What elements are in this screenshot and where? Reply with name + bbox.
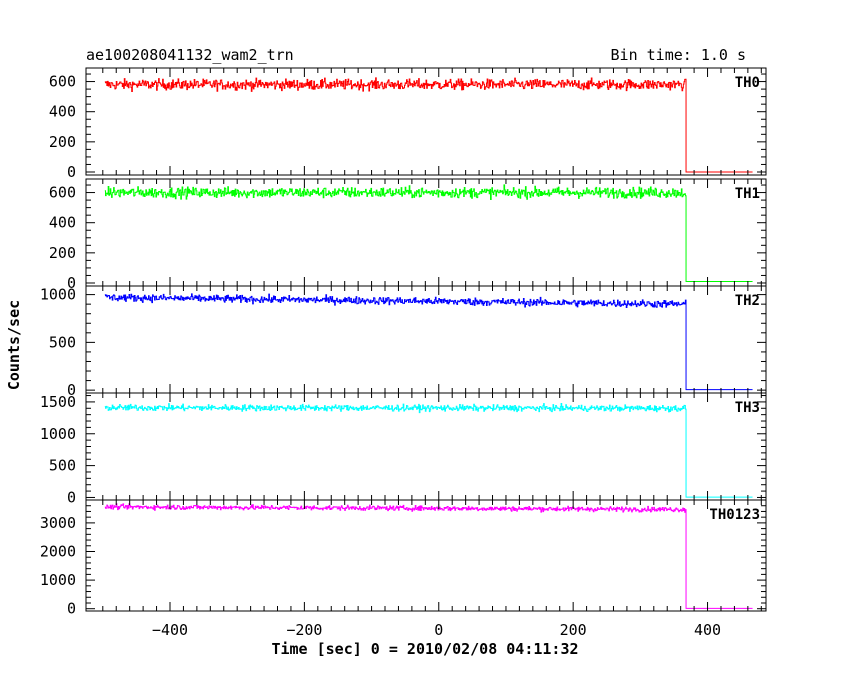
panel-label-th2: TH2 [735,293,760,309]
y-tick-label: 0 [67,163,76,181]
x-tick-label: 400 [694,621,721,639]
panel-th3: 0 500 1000 1500 TH3 [40,392,767,506]
series-line-th0 [104,77,753,173]
y-tick-label: 2000 [40,542,76,560]
y-tick-label: 200 [49,244,76,262]
y-tick-label: 500 [49,457,76,475]
panel-frame [85,67,767,176]
x-tick-label: −400 [152,621,188,639]
y-tick-label: 1000 [40,425,76,443]
series-line-th3 [104,403,753,498]
panel-label-th1: TH1 [735,186,760,202]
y-tick-label: 1000 [40,286,76,304]
y-tick-label: 600 [49,73,76,91]
panel-label-th0: TH0 [735,75,760,91]
x-tick-labels: −400 −200 0 200 400 [152,621,721,639]
x-tick-label: −200 [286,621,322,639]
panel-th0123: 0 1000 2000 3000 TH0123 [40,499,767,618]
panels-group: 0 200 400 600 TH0 0 200 400 600 TH1 0 500 1000 TH2 0 50… [40,67,767,618]
y-tick-label: 600 [49,184,76,202]
series-line-th2 [104,293,753,391]
y-tick-label: 500 [49,333,76,351]
bin-time-label: Bin time: 1.0 s [611,46,746,64]
y-tick-label: 0 [67,274,76,292]
chart-title: ae100208041132_wam2_trn [86,46,294,64]
y-tick-label: 1000 [40,571,76,589]
panel-th2: 0 500 1000 TH2 [40,285,767,399]
panel-th0: 0 200 400 600 TH0 [49,67,767,181]
y-tick-label: 0 [67,381,76,399]
x-axis-label: Time [sec] 0 = 2010/02/08 04:11:32 [271,640,578,658]
panel-th1: 0 200 400 600 TH1 [49,178,767,292]
y-axis-label: Counts/sec [5,300,23,390]
y-tick-label: 400 [49,103,76,121]
y-tick-label: 1500 [40,393,76,411]
y-tick-label: 0 [67,600,76,618]
panel-label-th0123: TH0123 [709,507,760,523]
series-line-th0123 [104,503,753,609]
y-tick-label: 400 [49,214,76,232]
x-tick-label: 0 [434,621,443,639]
x-tick-label: 200 [560,621,587,639]
y-tick-label: 0 [67,488,76,506]
panel-label-th3: TH3 [735,400,760,416]
y-tick-label: 3000 [40,514,76,532]
series-line-th1 [104,184,753,282]
panel-frame [85,499,767,612]
y-tick-label: 200 [49,133,76,151]
